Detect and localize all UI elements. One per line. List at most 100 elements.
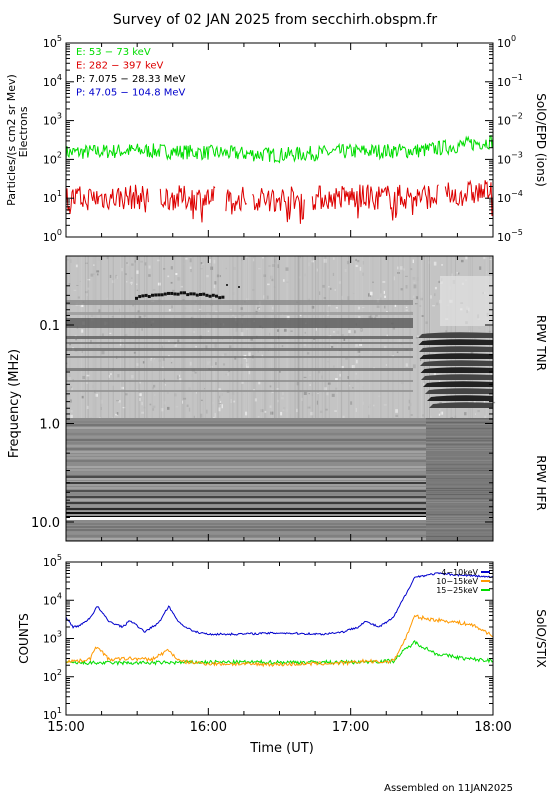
noise-speck [98,309,101,313]
noise-speck [67,392,70,397]
noise-speck [433,372,437,377]
panel-frame [65,42,494,238]
noise-speck [206,275,209,278]
noise-speck [355,343,359,347]
burst-mark [167,291,170,295]
noise-speck [331,345,334,348]
noise-speck [319,410,323,414]
noise-speck [106,256,109,260]
noise-speck [405,285,408,289]
noise-speck [185,257,188,260]
noise-speck [351,365,355,369]
noise-speck [142,361,145,364]
noise-speck [405,275,408,277]
noise-speck [262,257,264,259]
y-tick-label: 105 [43,553,62,569]
burst-stripe [425,388,493,394]
burst-mark [221,295,225,299]
hfr-stripe [426,470,493,471]
noise-speck [368,293,371,297]
hfr-stripe [66,421,426,423]
noise-speck [140,260,143,263]
burst-mark [176,292,180,296]
noise-speck [68,343,71,346]
burst-mark [138,295,142,299]
hfr-stripe [426,466,493,467]
tnr-band [66,368,413,371]
noise-speck [173,393,177,397]
noise-speck [161,314,165,319]
noise-speck [260,409,264,413]
hfr-stripe [426,522,493,523]
noise-speck [282,406,286,410]
noise-speck [318,370,321,374]
noise-speck [303,391,307,396]
noise-speck [307,262,310,267]
noise-speck [354,330,357,334]
noise-speck [313,338,316,340]
noise-speck [126,262,128,264]
noise-speck [124,333,128,337]
noise-speck [170,281,173,284]
noise-speck [334,410,337,413]
noise-speck [269,385,272,388]
rpw-panel: 0.1 1.0 10.0 Frequency (MHz) RPW TNR RPW HFR [7,255,548,542]
noise-speck [212,416,216,419]
burst-stripe [423,381,493,387]
burst-mark [195,293,199,297]
burst-mark [202,292,206,296]
hfr-stripe [426,504,493,505]
noise-speck [189,361,192,366]
noise-speck [174,343,177,348]
noise-speck [410,402,412,407]
stix-panel: 15:00 16:00 17:00 18:00 101 102 103 104 105 4−10k… [17,553,548,735]
noise-speck [218,388,222,392]
hfr-stripe [426,488,493,489]
noise-speck [152,405,156,409]
noise-speck [75,264,78,268]
noise-speck [229,309,232,311]
noise-speck [176,375,179,380]
noise-speck [438,280,441,284]
hfr-stripe [66,490,426,492]
hfr-stripe [426,438,493,439]
noise-speck [240,307,243,310]
hfr-stripe [66,532,426,534]
noise-speck [188,387,191,391]
noise-speck [215,362,217,366]
noise-speck [438,408,442,412]
hfr-stripe [426,530,493,531]
noise-speck [441,264,443,266]
noise-speck [186,404,189,407]
noise-speck [152,386,154,390]
noise-speck [85,381,89,385]
noise-speck [405,309,408,312]
burst-mark [151,293,154,297]
noise-speck [290,414,292,418]
noise-speck [153,358,156,360]
hfr-stripe [426,434,493,435]
noise-speck [93,264,95,266]
hfr-stripe [426,532,493,533]
noise-speck [70,386,72,390]
noise-speck [394,304,397,307]
noise-speck [210,266,214,270]
noise-speck [106,297,109,300]
noise-speck [231,313,235,317]
noise-speck [264,410,267,413]
noise-speck [462,373,464,375]
noise-speck [139,397,141,401]
noise-speck [263,295,265,299]
burst-stripe [419,346,493,352]
burst-mark [226,284,228,286]
hfr-stripe [66,493,426,495]
noise-speck [355,359,358,364]
noise-speck [410,268,413,271]
noise-speck [235,328,238,332]
hfr-stripe [426,478,493,479]
hfr-stripe [426,526,493,527]
noise-speck [360,337,362,342]
noise-speck [268,265,271,267]
noise-speck [321,375,323,379]
noise-speck [149,340,152,342]
